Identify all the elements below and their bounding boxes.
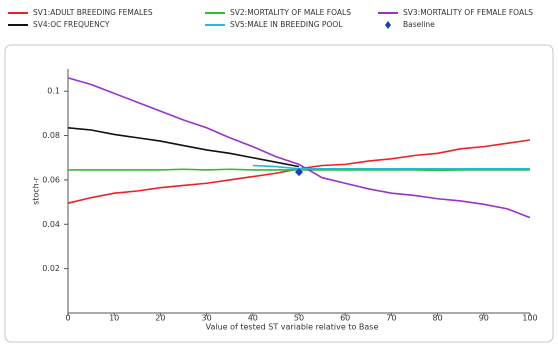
chart-panel [4,44,554,343]
y-tick-label: 0.02 [42,264,60,273]
legend-swatch [385,21,391,29]
x-tick-label: 70 [386,314,396,323]
x-tick-label: 10 [109,314,119,323]
legend-label: SV5:MALE IN BREEDING POOL [230,20,343,29]
x-tick-label: 100 [522,314,537,323]
y-tick-label: 0.08 [42,131,60,140]
legend-label: SV1:ADULT BREEDING FEMALES [33,8,153,17]
x-tick-label: 0 [65,314,70,323]
series-line [67,77,531,219]
legend-label: Baseline [403,20,435,29]
legend-label: SV3:MORTALITY OF FEMALE FOALS [403,8,533,17]
y-tick-label: 0.06 [42,175,60,184]
baseline-marker [295,168,303,177]
y-axis-label: stoch-r [32,176,41,205]
x-axis-label: Value of tested ST variable relative to … [206,323,379,332]
y-tick-label: 0.1 [47,87,60,96]
x-tick-label: 90 [479,314,489,323]
x-tick-label: 60 [340,314,350,323]
legend-label: SV2:MORTALITY OF MALE FOALS [230,8,351,17]
legend-label: SV4:OC FREQUENCY [33,20,110,29]
x-tick-label: 40 [248,314,258,323]
series-line [67,126,300,168]
x-tick-label: 50 [294,314,304,323]
x-tick-label: 30 [202,314,212,323]
y-tick-label: 0.04 [42,220,60,229]
x-tick-label: 20 [155,314,165,323]
x-tick-label: 80 [433,314,443,323]
